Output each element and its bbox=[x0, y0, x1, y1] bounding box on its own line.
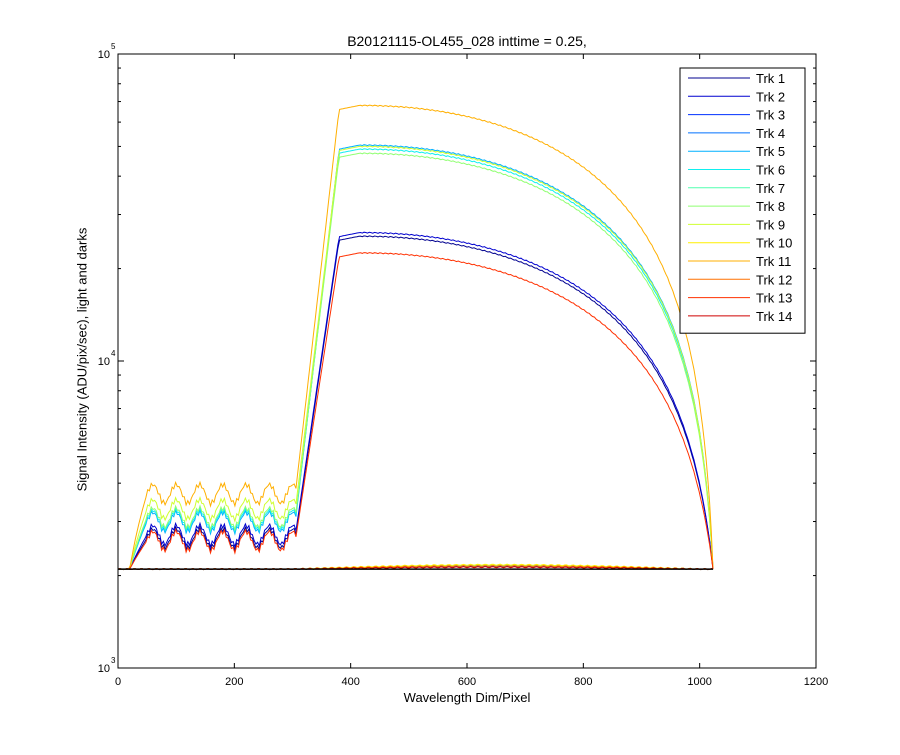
legend-label: Trk 1 bbox=[756, 71, 785, 86]
legend-label: Trk 8 bbox=[756, 199, 785, 214]
legend-label: Trk 7 bbox=[756, 181, 785, 196]
legend-label: Trk 14 bbox=[756, 309, 792, 324]
legend-label: Trk 13 bbox=[756, 291, 792, 306]
series-line-trk-8 bbox=[118, 152, 714, 570]
legend-box bbox=[679, 67, 806, 334]
x-tick-label: 800 bbox=[574, 676, 592, 688]
series-line-trk-2 bbox=[118, 231, 714, 570]
series-line-trk-11 bbox=[118, 104, 714, 570]
series-line-trk-6 bbox=[118, 148, 714, 570]
legend-label: Trk 10 bbox=[756, 236, 792, 251]
legend: Trk 1 Trk 2 Trk 3 Trk 4 Trk 5 Trk 6 Trk 7 Trk 8… bbox=[679, 67, 806, 334]
series-layer bbox=[117, 104, 714, 571]
series-line-trk-5 bbox=[118, 144, 714, 570]
y-tick-label: 10 bbox=[98, 356, 110, 368]
x-tick-label: 1200 bbox=[804, 676, 828, 688]
legend-label: Trk 12 bbox=[756, 272, 792, 287]
x-tick-label: 600 bbox=[458, 676, 476, 688]
y-tick-exponent: 3 bbox=[111, 656, 116, 665]
y-axis-label: Signal Intensity (ADU/pix/sec), light an… bbox=[74, 227, 90, 492]
series-line-trk-1 bbox=[118, 235, 714, 570]
y-tick-label: 10 bbox=[98, 663, 110, 675]
legend-label: Trk 2 bbox=[756, 89, 785, 104]
legend-label: Trk 6 bbox=[756, 163, 785, 178]
x-tick-label: 1000 bbox=[687, 676, 711, 688]
legend-label: Trk 4 bbox=[756, 126, 785, 141]
series-line-trk-9 bbox=[118, 145, 714, 570]
x-axis-label: Wavelength Dim/Pixel bbox=[403, 690, 531, 705]
chart-title: B20121115-OL455_028 inttime = 0.25, bbox=[347, 33, 587, 49]
legend-label: Trk 5 bbox=[756, 144, 785, 159]
x-tick-label: 0 bbox=[115, 676, 121, 688]
legend-label: Trk 3 bbox=[756, 108, 785, 123]
y-tick-exponent: 5 bbox=[111, 42, 116, 51]
y-tick-exponent: 4 bbox=[111, 349, 116, 358]
x-tick-label: 200 bbox=[225, 676, 243, 688]
legend-label: Trk 9 bbox=[756, 217, 785, 232]
y-tick-label: 10 bbox=[98, 49, 110, 61]
series-line-trk-13 bbox=[118, 252, 714, 570]
x-tick-label: 400 bbox=[341, 676, 359, 688]
legend-label: Trk 11 bbox=[756, 254, 791, 269]
